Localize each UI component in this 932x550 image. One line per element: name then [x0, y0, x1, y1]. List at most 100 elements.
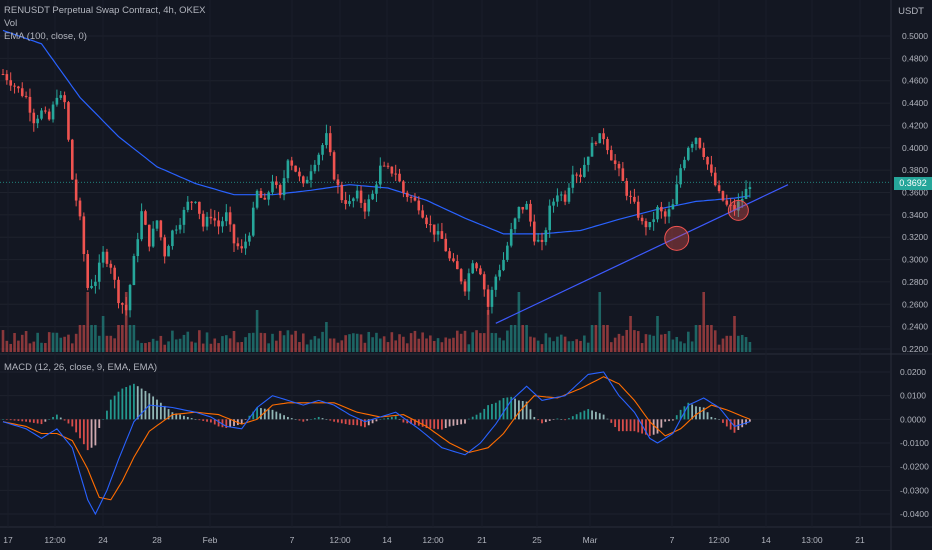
ema-legend[interactable]: EMA (100, close, 0): [4, 31, 87, 42]
symbol-legend[interactable]: RENUSDT Perpetual Swap Contract, 4h, OKE…: [4, 5, 206, 16]
candle-body: [594, 142, 598, 144]
volume-bar: [17, 340, 20, 352]
candle-body: [163, 237, 166, 257]
volume-bar: [328, 338, 332, 352]
candle-body: [140, 211, 143, 240]
volume-bar: [294, 330, 297, 352]
vol-legend[interactable]: Vol: [4, 18, 18, 29]
candle-body: [209, 216, 213, 219]
macd-histogram-bar: [29, 419, 31, 423]
candle-body: [294, 165, 297, 172]
candle-body: [86, 254, 89, 288]
macd-histogram-bar: [260, 408, 262, 420]
volume-bar: [525, 325, 528, 352]
volume-bar: [494, 333, 498, 352]
volume-bar: [140, 342, 143, 352]
candle-body: [113, 267, 116, 280]
candle-body: [459, 269, 463, 282]
macd-histogram-bar: [433, 419, 436, 429]
candle-body: [386, 165, 390, 167]
candle-body: [328, 133, 332, 153]
volume-bar: [82, 325, 86, 352]
macd-histogram-bar: [106, 410, 108, 420]
macd-histogram-bar: [221, 419, 224, 428]
macd-histogram-bar: [533, 416, 536, 420]
volume-bar: [590, 325, 594, 352]
candle-body: [17, 86, 20, 89]
volume-bar: [552, 341, 555, 352]
candle-body: [259, 190, 263, 198]
candle-body: [471, 263, 474, 274]
macd-histogram-bar: [194, 419, 197, 420]
volume-bar: [190, 341, 193, 352]
macd-histogram-bar: [202, 419, 205, 421]
candle-body: [367, 199, 371, 212]
volume-bar: [51, 332, 55, 352]
candle-body: [667, 209, 671, 217]
macd-histogram-bar: [129, 385, 131, 420]
macd-tick-label: 0.0200: [900, 367, 926, 377]
candle-body: [525, 203, 528, 210]
volume-bar: [86, 292, 89, 352]
drawings[interactable]: [495, 184, 789, 324]
volume-bar: [617, 333, 621, 352]
macd-line: [2, 371, 751, 516]
volume-bar: [240, 342, 243, 352]
macd-histogram-bar: [109, 399, 112, 420]
macd-histogram-bar: [240, 419, 243, 425]
volume-bar: [121, 325, 124, 352]
candle-body: [109, 263, 113, 268]
macd-histogram-bar: [317, 416, 320, 420]
volume-bar: [517, 292, 521, 352]
volume-bar: [340, 340, 344, 352]
price-axes: 0.5000 0.4800 0.4600 0.4400 0.4200 0.4000 0.38…: [900, 31, 929, 519]
time-tick-label: 12:00: [44, 535, 66, 545]
volume-bar: [298, 342, 301, 352]
candle-body: [429, 224, 432, 226]
candle-body: [498, 270, 501, 277]
time-tick-label: 21: [477, 535, 487, 545]
candle-body: [413, 197, 417, 201]
macd-histogram-bar: [86, 419, 89, 451]
candle-body: [290, 160, 294, 166]
macd-histogram-bar: [544, 419, 547, 423]
macd-histogram-bar: [591, 410, 593, 420]
volume-bar: [248, 333, 251, 352]
candle-body: [355, 190, 359, 199]
volume-bar: [325, 322, 328, 352]
macd-histogram-bar: [263, 408, 266, 420]
volume-bar: [97, 335, 101, 352]
candle-body: [213, 218, 217, 221]
candle-body: [101, 251, 105, 263]
macd-histogram-bar: [514, 398, 516, 420]
volume-bar: [348, 334, 351, 352]
candle-body: [336, 179, 340, 185]
candle-body: [652, 219, 655, 223]
macd-histogram-bar: [136, 386, 139, 420]
candle-body: [321, 145, 324, 155]
candle-body: [13, 85, 16, 87]
candle-body: [409, 197, 413, 199]
time-tick-label: 7: [290, 535, 295, 545]
macd-pane: [2, 371, 751, 516]
macd-histogram-bar: [79, 419, 81, 439]
macd-legend[interactable]: MACD (12, 26, close, 9, EMA, EMA): [4, 362, 158, 373]
candle-body: [74, 179, 78, 201]
candle-body: [598, 133, 602, 144]
macd-histogram-bar: [94, 419, 97, 446]
candle-body: [402, 181, 405, 193]
volume-bar: [540, 344, 544, 352]
macd-histogram-bar: [225, 419, 228, 429]
macd-histogram-bar: [491, 403, 493, 420]
macd-tick-label: 0.0100: [900, 391, 926, 401]
volume-bar: [544, 333, 548, 352]
macd-histogram-bar: [75, 419, 78, 433]
candle-body: [702, 147, 705, 157]
volume-bar: [506, 330, 509, 352]
macd-histogram-bar: [645, 419, 647, 435]
volume-bar: [671, 339, 675, 352]
macd-histogram-bar: [356, 419, 359, 426]
candle-body: [698, 138, 702, 148]
trendline: [495, 184, 789, 324]
